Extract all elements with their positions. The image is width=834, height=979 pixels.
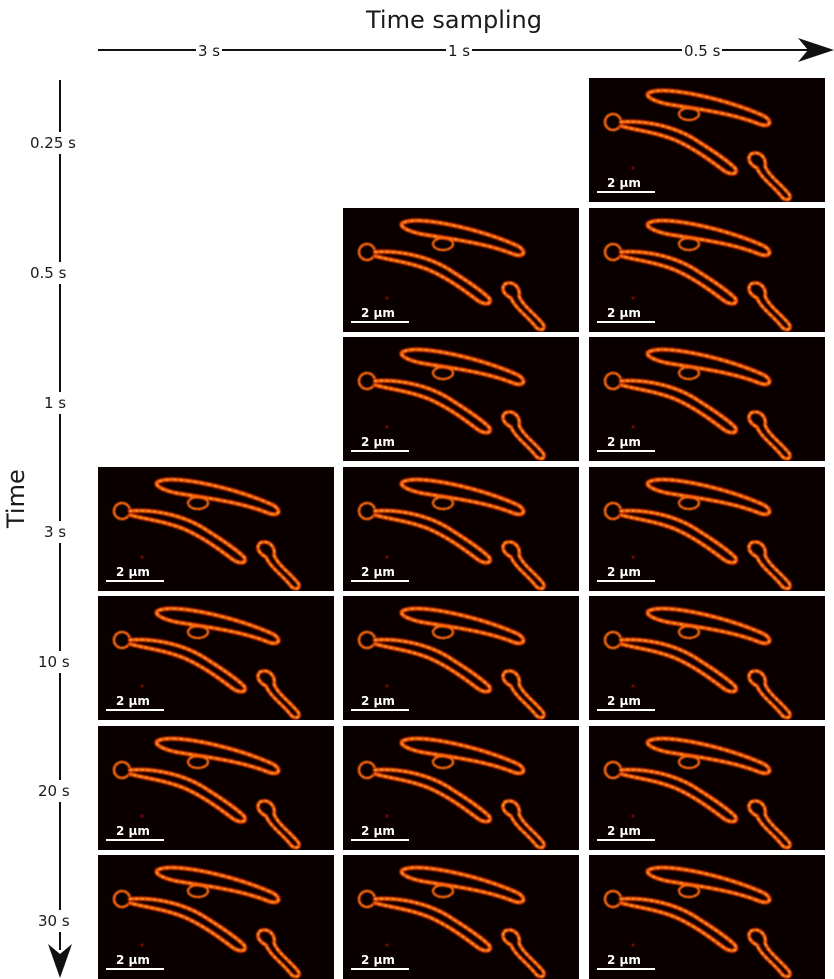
scale-bar-label: 2 µm — [607, 824, 641, 838]
time-sampling-arrow — [98, 38, 834, 62]
panel-3s-sampling-t-10s: 2 µm — [98, 596, 334, 720]
row-label-1s: 1 s — [44, 392, 67, 414]
panel-0-5s-sampling-t-3s: 2 µm — [589, 467, 825, 591]
scale-bar-label: 2 µm — [607, 176, 641, 190]
scale-bar — [597, 191, 655, 193]
panel-0-5s-sampling-t-0-25s: 2 µm — [589, 78, 825, 202]
panel-0-5s-sampling-t-20s: 2 µm — [589, 726, 825, 850]
panel-1s-sampling-t-1s: 2 µm — [343, 337, 579, 461]
dna-structure-image — [603, 477, 793, 591]
panel-1s-sampling-t-3s: 2 µm — [343, 467, 579, 591]
panel-1s-sampling-t-10s: 2 µm — [343, 596, 579, 720]
panel-0-5s-sampling-t-1s: 2 µm — [589, 337, 825, 461]
scale-bar-label: 2 µm — [361, 824, 395, 838]
panel-3s-sampling-t-30s: 2 µm — [98, 855, 334, 979]
dna-structure-image — [112, 477, 302, 591]
scale-bar — [351, 709, 409, 711]
scale-bar-label: 2 µm — [116, 565, 150, 579]
scale-bar — [597, 709, 655, 711]
figure-title: Time sampling — [366, 6, 542, 34]
scale-bar-label: 2 µm — [361, 565, 395, 579]
panel-1s-sampling-t-0-5s: 2 µm — [343, 208, 579, 332]
scale-bar — [597, 580, 655, 582]
time-axis-title: Time — [2, 469, 30, 528]
panel-0-5s-sampling-t-10s: 2 µm — [589, 596, 825, 720]
row-label-3s: 3 s — [44, 521, 67, 543]
scale-bar-label: 2 µm — [607, 694, 641, 708]
dna-structure-image — [357, 865, 547, 979]
scale-bar-label: 2 µm — [116, 953, 150, 967]
scale-bar — [597, 321, 655, 323]
row-label-0-5s: 0.5 s — [30, 262, 67, 284]
panel-1s-sampling-t-30s: 2 µm — [343, 855, 579, 979]
scale-bar-label: 2 µm — [116, 824, 150, 838]
panel-1s-sampling-t-20s: 2 µm — [343, 726, 579, 850]
dna-structure-image — [603, 347, 793, 461]
dna-structure-image — [357, 477, 547, 591]
row-label-0-25s: 0.25 s — [30, 132, 76, 154]
row-label-10s: 10 s — [38, 651, 70, 673]
scale-bar-label: 2 µm — [607, 306, 641, 320]
scale-bar — [106, 839, 164, 841]
scale-bar-label: 2 µm — [607, 953, 641, 967]
dna-structure-image — [357, 606, 547, 720]
scale-bar-label: 2 µm — [607, 565, 641, 579]
scale-bar — [351, 968, 409, 970]
scale-bar — [597, 839, 655, 841]
scale-bar — [106, 709, 164, 711]
dna-structure-image — [112, 606, 302, 720]
dna-structure-image — [112, 865, 302, 979]
dna-structure-image — [603, 218, 793, 332]
scale-bar — [597, 968, 655, 970]
dna-structure-image — [357, 347, 547, 461]
scale-bar-label: 2 µm — [361, 953, 395, 967]
dna-structure-image — [603, 88, 793, 202]
dna-structure-image — [603, 736, 793, 850]
scale-bar-label: 2 µm — [361, 694, 395, 708]
scale-bar-label: 2 µm — [607, 435, 641, 449]
time-arrow — [48, 80, 72, 978]
row-label-20s: 20 s — [38, 780, 70, 802]
panel-3s-sampling-t-20s: 2 µm — [98, 726, 334, 850]
column-label-3s: 3 s — [196, 42, 223, 60]
column-label-0-5s: 0.5 s — [682, 42, 723, 60]
panel-3s-sampling-t-3s: 2 µm — [98, 467, 334, 591]
dna-structure-image — [603, 865, 793, 979]
dna-structure-image — [603, 606, 793, 720]
panel-0-5s-sampling-t-30s: 2 µm — [589, 855, 825, 979]
scale-bar — [351, 450, 409, 452]
panel-0-5s-sampling-t-0-5s: 2 µm — [589, 208, 825, 332]
scale-bar — [351, 839, 409, 841]
scale-bar — [597, 450, 655, 452]
scale-bar — [351, 321, 409, 323]
column-label-1s: 1 s — [446, 42, 473, 60]
row-label-30s: 30 s — [38, 910, 70, 932]
dna-structure-image — [357, 218, 547, 332]
scale-bar-label: 2 µm — [116, 694, 150, 708]
scale-bar-label: 2 µm — [361, 306, 395, 320]
dna-structure-image — [112, 736, 302, 850]
dna-structure-image — [357, 736, 547, 850]
scale-bar — [106, 968, 164, 970]
scale-bar — [351, 580, 409, 582]
scale-bar-label: 2 µm — [361, 435, 395, 449]
scale-bar — [106, 580, 164, 582]
